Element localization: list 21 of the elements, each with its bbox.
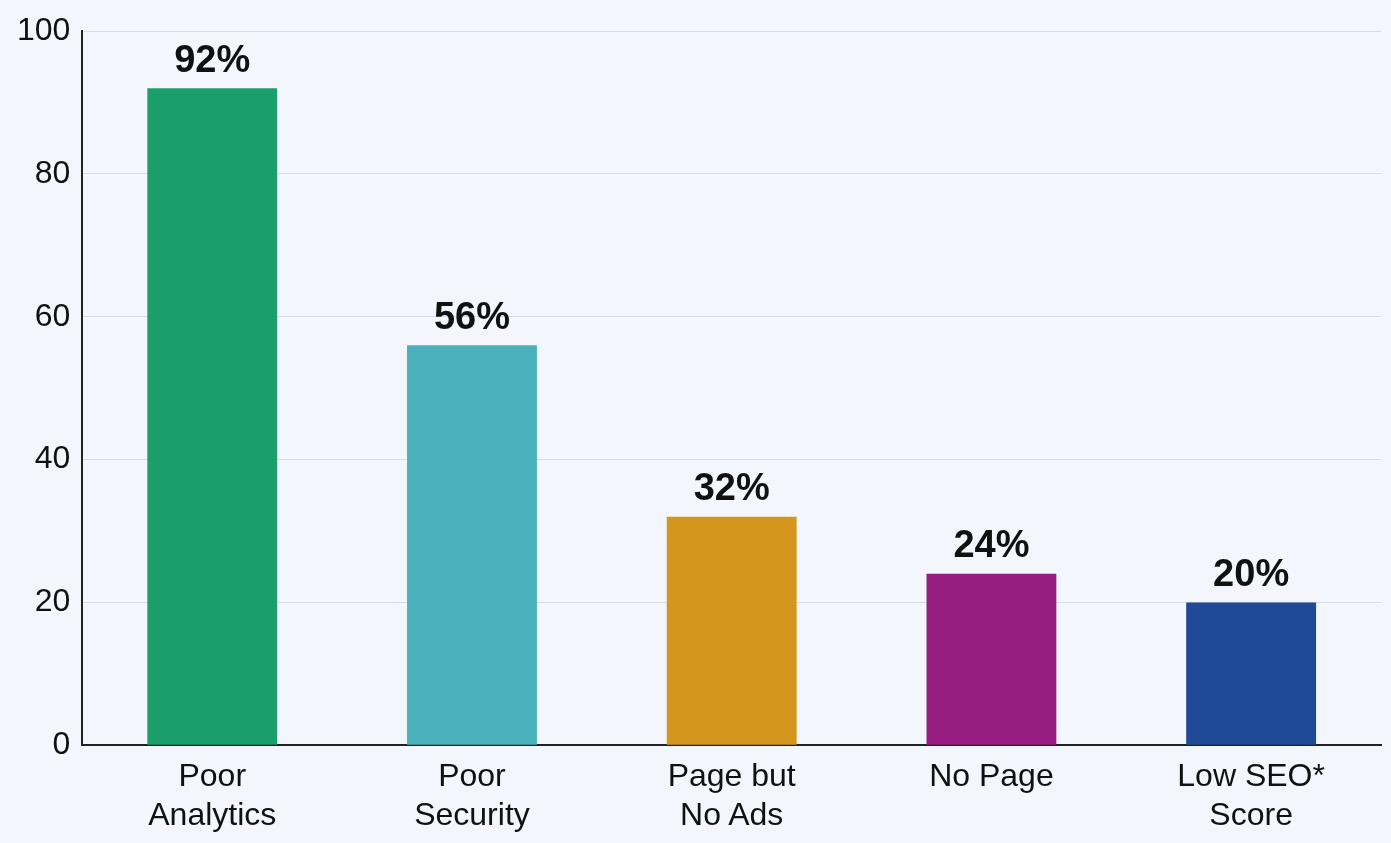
y-tick-label: 100	[17, 11, 71, 48]
data-label: 32%	[693, 466, 770, 509]
bar	[1186, 602, 1317, 745]
y-tick-label: 40	[34, 439, 71, 476]
x-tick-label: Poor Security	[414, 757, 530, 832]
x-tick-label: Page but No Ads	[667, 757, 796, 832]
bar	[407, 345, 537, 745]
y-tick-label: 0	[52, 725, 71, 762]
bar	[926, 573, 1057, 745]
bar	[666, 516, 797, 745]
x-tick-label: Poor Analytics	[148, 757, 277, 832]
y-tick-label: 20	[34, 582, 71, 619]
y-tick-label: 60	[34, 296, 71, 333]
bar	[147, 88, 278, 745]
data-label: 20%	[1213, 551, 1290, 594]
data-label: 56%	[433, 294, 510, 337]
x-tick-label: No Page	[929, 757, 1054, 794]
data-label: 24%	[953, 523, 1030, 566]
data-label: 92%	[174, 37, 251, 80]
x-tick-label: Low SEO* Score	[1177, 757, 1325, 832]
y-tick-label: 80	[34, 153, 71, 190]
